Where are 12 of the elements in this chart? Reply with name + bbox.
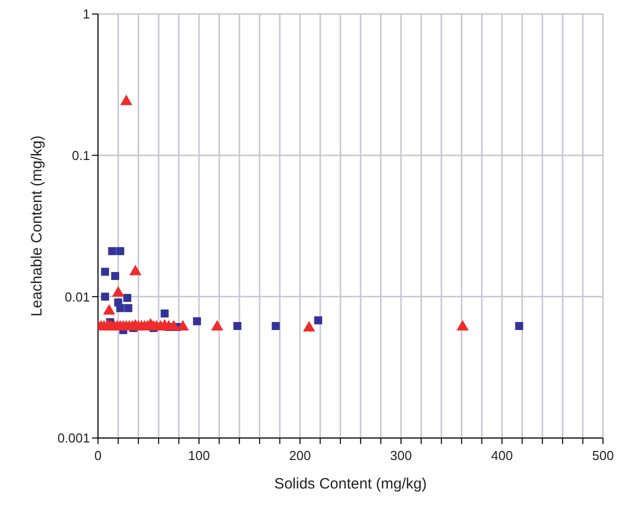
y-tick-label: 0.1 (72, 148, 90, 163)
x-axis-title: Solids Content (mg/kg) (274, 476, 427, 493)
x-tick-label: 400 (491, 448, 513, 463)
y-tick-label: 1 (82, 6, 90, 22)
x-tick-label: 500 (592, 448, 614, 463)
x-tick-label: 0 (94, 448, 102, 463)
y-tick-label: 0.01 (64, 289, 90, 304)
x-tick-label: 100 (188, 448, 210, 463)
y-tick-label: 0.001 (57, 430, 90, 446)
x-tick-label: 300 (390, 448, 412, 463)
y-axis-title: Leachable Content (mg/kg) (28, 136, 46, 316)
x-tick-label: 200 (289, 448, 311, 463)
